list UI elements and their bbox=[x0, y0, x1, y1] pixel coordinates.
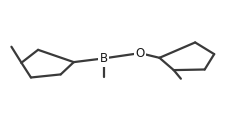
Text: B: B bbox=[99, 52, 108, 65]
Text: O: O bbox=[135, 47, 144, 60]
